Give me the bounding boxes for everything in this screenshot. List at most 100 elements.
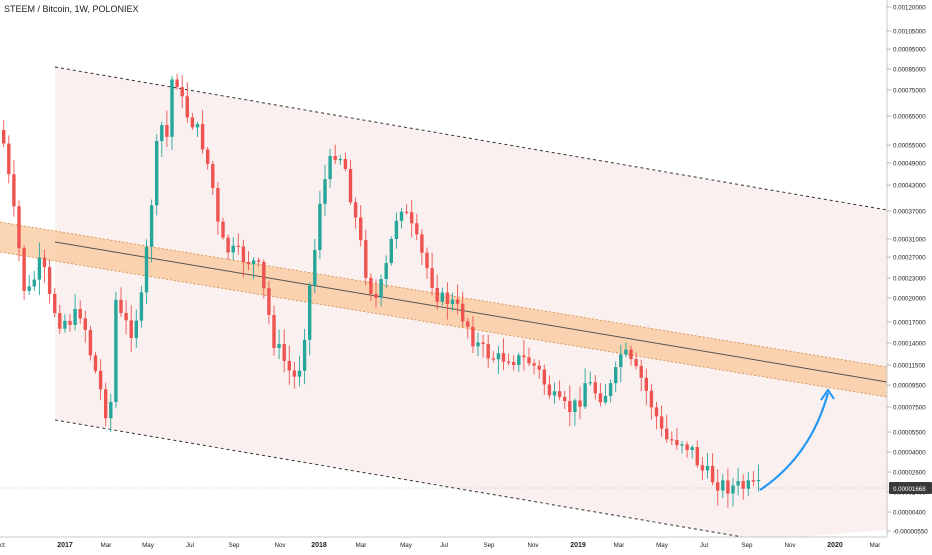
candle-body xyxy=(420,234,424,253)
y-tick-label: 0.00065000 xyxy=(893,114,926,121)
candle-body xyxy=(517,355,521,365)
candle-body xyxy=(277,343,281,348)
candle-body xyxy=(619,354,623,368)
candle-body xyxy=(109,402,113,419)
candle-body xyxy=(323,179,327,204)
candle-body xyxy=(634,359,638,367)
x-axis-area xyxy=(0,537,932,550)
candle-body xyxy=(297,370,302,377)
candle-body xyxy=(476,342,480,347)
candle-body xyxy=(665,428,669,440)
candle-body xyxy=(527,357,531,364)
candle-body xyxy=(124,312,128,321)
candle-body xyxy=(302,339,307,371)
candle-body xyxy=(236,245,240,247)
x-tick-label: Nov xyxy=(784,542,796,549)
candle-body xyxy=(58,313,62,329)
candle-body xyxy=(83,318,87,330)
candle-body xyxy=(338,158,342,161)
y-tick-label: 0.00075000 xyxy=(893,88,926,95)
candle-body xyxy=(37,257,42,280)
y-tick-label: 0.00020000 xyxy=(893,296,926,303)
candle-body xyxy=(710,465,715,483)
candle-body xyxy=(466,321,470,327)
candle-body xyxy=(160,124,164,142)
candle-body xyxy=(88,329,93,356)
y-tick-label: 0.00000400 xyxy=(893,510,926,517)
candle-body xyxy=(751,480,756,482)
candle-body xyxy=(639,366,643,378)
y-tick-label: 0.00095000 xyxy=(893,47,926,54)
candle-body xyxy=(690,447,694,451)
candle-body xyxy=(221,221,225,238)
candle-body xyxy=(226,237,230,253)
x-tick-label: Mar xyxy=(870,542,881,549)
candle-body xyxy=(328,155,332,180)
y-tick-label: 0.00043000 xyxy=(893,183,926,190)
candle-body xyxy=(685,444,689,451)
candle-body xyxy=(415,223,419,235)
candle-body xyxy=(522,355,526,358)
candle-body xyxy=(32,279,36,287)
candle-body xyxy=(659,416,664,429)
candle-body xyxy=(53,293,57,314)
candle-body xyxy=(716,482,720,491)
candle-body xyxy=(308,285,312,340)
x-tick-label: Sep xyxy=(741,542,753,549)
x-tick-label: May xyxy=(656,542,669,549)
y-tick-label: 0.00055000 xyxy=(893,143,926,150)
candle-body xyxy=(435,287,439,302)
candle-body xyxy=(272,314,276,348)
candle-body xyxy=(593,382,597,394)
candle-body xyxy=(251,260,256,265)
candle-body xyxy=(73,309,77,325)
candle-body xyxy=(68,320,72,325)
y-tick-label: 0.00023000 xyxy=(893,276,926,283)
candle-body xyxy=(583,383,587,407)
x-tick-label: 2020 xyxy=(827,542,843,549)
x-tick-label: 2018 xyxy=(311,542,327,549)
candle-body xyxy=(139,292,144,321)
y-tick-label: 0.00002600 xyxy=(893,470,926,477)
candle-body xyxy=(78,309,82,319)
candle-body xyxy=(568,401,572,413)
candle-body xyxy=(741,481,745,489)
candle-body xyxy=(185,96,189,118)
candle-body xyxy=(695,447,699,466)
candle-body xyxy=(394,220,399,239)
candle-body xyxy=(410,212,414,224)
candle-body xyxy=(404,211,409,213)
x-tick-label: Sep xyxy=(228,542,240,549)
candle-body xyxy=(287,360,291,371)
candle-body xyxy=(170,79,174,137)
candle-body xyxy=(165,124,169,137)
candle-body xyxy=(348,168,353,203)
candle-body xyxy=(588,382,592,384)
chart-title: STEEM / Bitcoin, 1W, POLONIEX xyxy=(4,4,139,14)
channel-bottom-line xyxy=(54,419,761,541)
candle-body xyxy=(624,349,628,355)
candle-body xyxy=(374,293,378,298)
candle-body xyxy=(532,363,536,366)
candle-body xyxy=(333,155,337,161)
candle-body xyxy=(756,479,761,482)
candle-body xyxy=(430,268,434,288)
candle-body xyxy=(114,299,118,403)
candle-body xyxy=(461,303,465,322)
candle-body xyxy=(211,163,215,189)
candle-body xyxy=(369,277,373,294)
y-tick-label: 0.00120000 xyxy=(893,5,926,12)
candle-body xyxy=(425,252,429,269)
y-tick-label: 0.00105000 xyxy=(893,29,926,36)
y-tick-label: 0.00031000 xyxy=(893,237,926,244)
candle-body xyxy=(705,465,710,471)
candle-body xyxy=(47,267,52,294)
x-tick-label: May xyxy=(142,542,155,549)
x-tick-label: 2017 xyxy=(57,542,73,549)
candle-body xyxy=(231,245,235,253)
candle-body xyxy=(501,353,506,362)
candle-body xyxy=(629,349,633,360)
candle-body xyxy=(104,389,108,419)
y-tick-label: 0.00037000 xyxy=(893,209,926,216)
